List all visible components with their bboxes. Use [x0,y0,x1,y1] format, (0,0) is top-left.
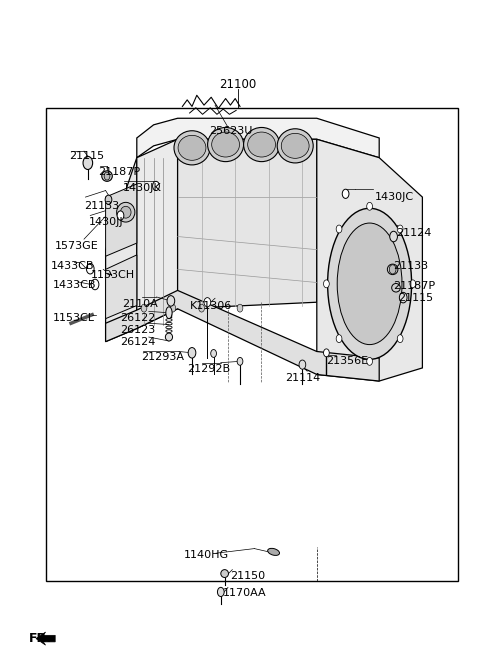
Text: 21150: 21150 [230,571,265,581]
Ellipse shape [221,570,228,578]
Text: 1153CL: 1153CL [53,313,95,323]
Text: 21133: 21133 [84,200,119,211]
Text: 26123: 26123 [120,325,155,335]
Text: 26124: 26124 [120,337,156,348]
Circle shape [336,334,342,342]
Text: 21114: 21114 [286,373,321,384]
Polygon shape [178,139,317,309]
Text: 1140HG: 1140HG [183,550,228,560]
Circle shape [199,304,204,312]
Ellipse shape [392,283,400,292]
Text: 1433CB: 1433CB [53,280,96,290]
Ellipse shape [277,129,313,163]
Polygon shape [317,139,422,381]
Circle shape [237,357,243,365]
Text: 1573GE: 1573GE [55,241,99,252]
Polygon shape [106,255,137,319]
Circle shape [397,225,403,233]
Circle shape [91,279,99,290]
Ellipse shape [268,549,279,555]
Ellipse shape [120,206,131,218]
Text: 21292B: 21292B [187,364,230,374]
Polygon shape [36,632,55,645]
Circle shape [105,195,112,204]
Circle shape [324,280,329,288]
Circle shape [204,298,211,307]
Circle shape [237,304,243,312]
Ellipse shape [178,135,206,160]
Ellipse shape [174,131,210,165]
Ellipse shape [327,208,412,359]
Text: 1153CH: 1153CH [91,269,135,280]
Ellipse shape [207,127,244,162]
Text: 1433CB: 1433CB [50,261,94,271]
Text: 26122: 26122 [120,313,156,323]
Text: 21187P: 21187P [98,167,141,177]
Text: 2110A: 2110A [122,299,158,309]
Text: 21124: 21124 [396,228,432,238]
Ellipse shape [165,333,172,341]
Circle shape [367,202,372,210]
Text: 21115: 21115 [70,151,105,162]
Circle shape [389,265,396,274]
Ellipse shape [102,171,112,181]
Ellipse shape [212,132,240,157]
Circle shape [83,156,93,170]
Text: K11306: K11306 [190,300,232,311]
Text: 21187P: 21187P [393,281,435,291]
Circle shape [141,304,147,312]
Circle shape [211,350,216,357]
Circle shape [117,211,124,220]
Circle shape [217,587,224,597]
Circle shape [153,181,159,191]
Text: 21100: 21100 [219,78,256,91]
Text: 21115: 21115 [398,292,433,303]
Polygon shape [106,290,379,381]
Circle shape [390,231,397,242]
Text: 21356E: 21356E [326,356,369,367]
Ellipse shape [166,307,172,319]
Text: 1170AA: 1170AA [223,587,267,598]
Ellipse shape [244,127,279,162]
Polygon shape [106,158,137,342]
Circle shape [410,280,416,288]
Text: 1430JC: 1430JC [374,192,414,202]
Circle shape [342,189,349,198]
Ellipse shape [248,132,276,157]
Circle shape [367,357,372,365]
Text: 21293A: 21293A [142,352,185,363]
Ellipse shape [117,202,135,222]
Circle shape [397,334,403,342]
Text: 1430JJ: 1430JJ [89,217,123,227]
Polygon shape [137,118,379,158]
Circle shape [399,292,407,303]
Polygon shape [137,139,178,328]
Circle shape [188,348,196,358]
Circle shape [170,304,176,312]
Circle shape [104,172,110,180]
Circle shape [336,225,342,233]
Circle shape [86,263,94,274]
Text: FR.: FR. [29,632,52,645]
Ellipse shape [281,133,309,158]
Polygon shape [106,184,137,256]
Text: 1430JK: 1430JK [122,183,161,193]
Ellipse shape [337,223,402,344]
Ellipse shape [387,264,398,275]
Bar [46,108,458,581]
Text: 25623U: 25623U [209,126,252,137]
Circle shape [167,296,175,306]
Circle shape [299,360,306,369]
Text: 21133: 21133 [394,261,429,271]
Circle shape [324,349,329,357]
